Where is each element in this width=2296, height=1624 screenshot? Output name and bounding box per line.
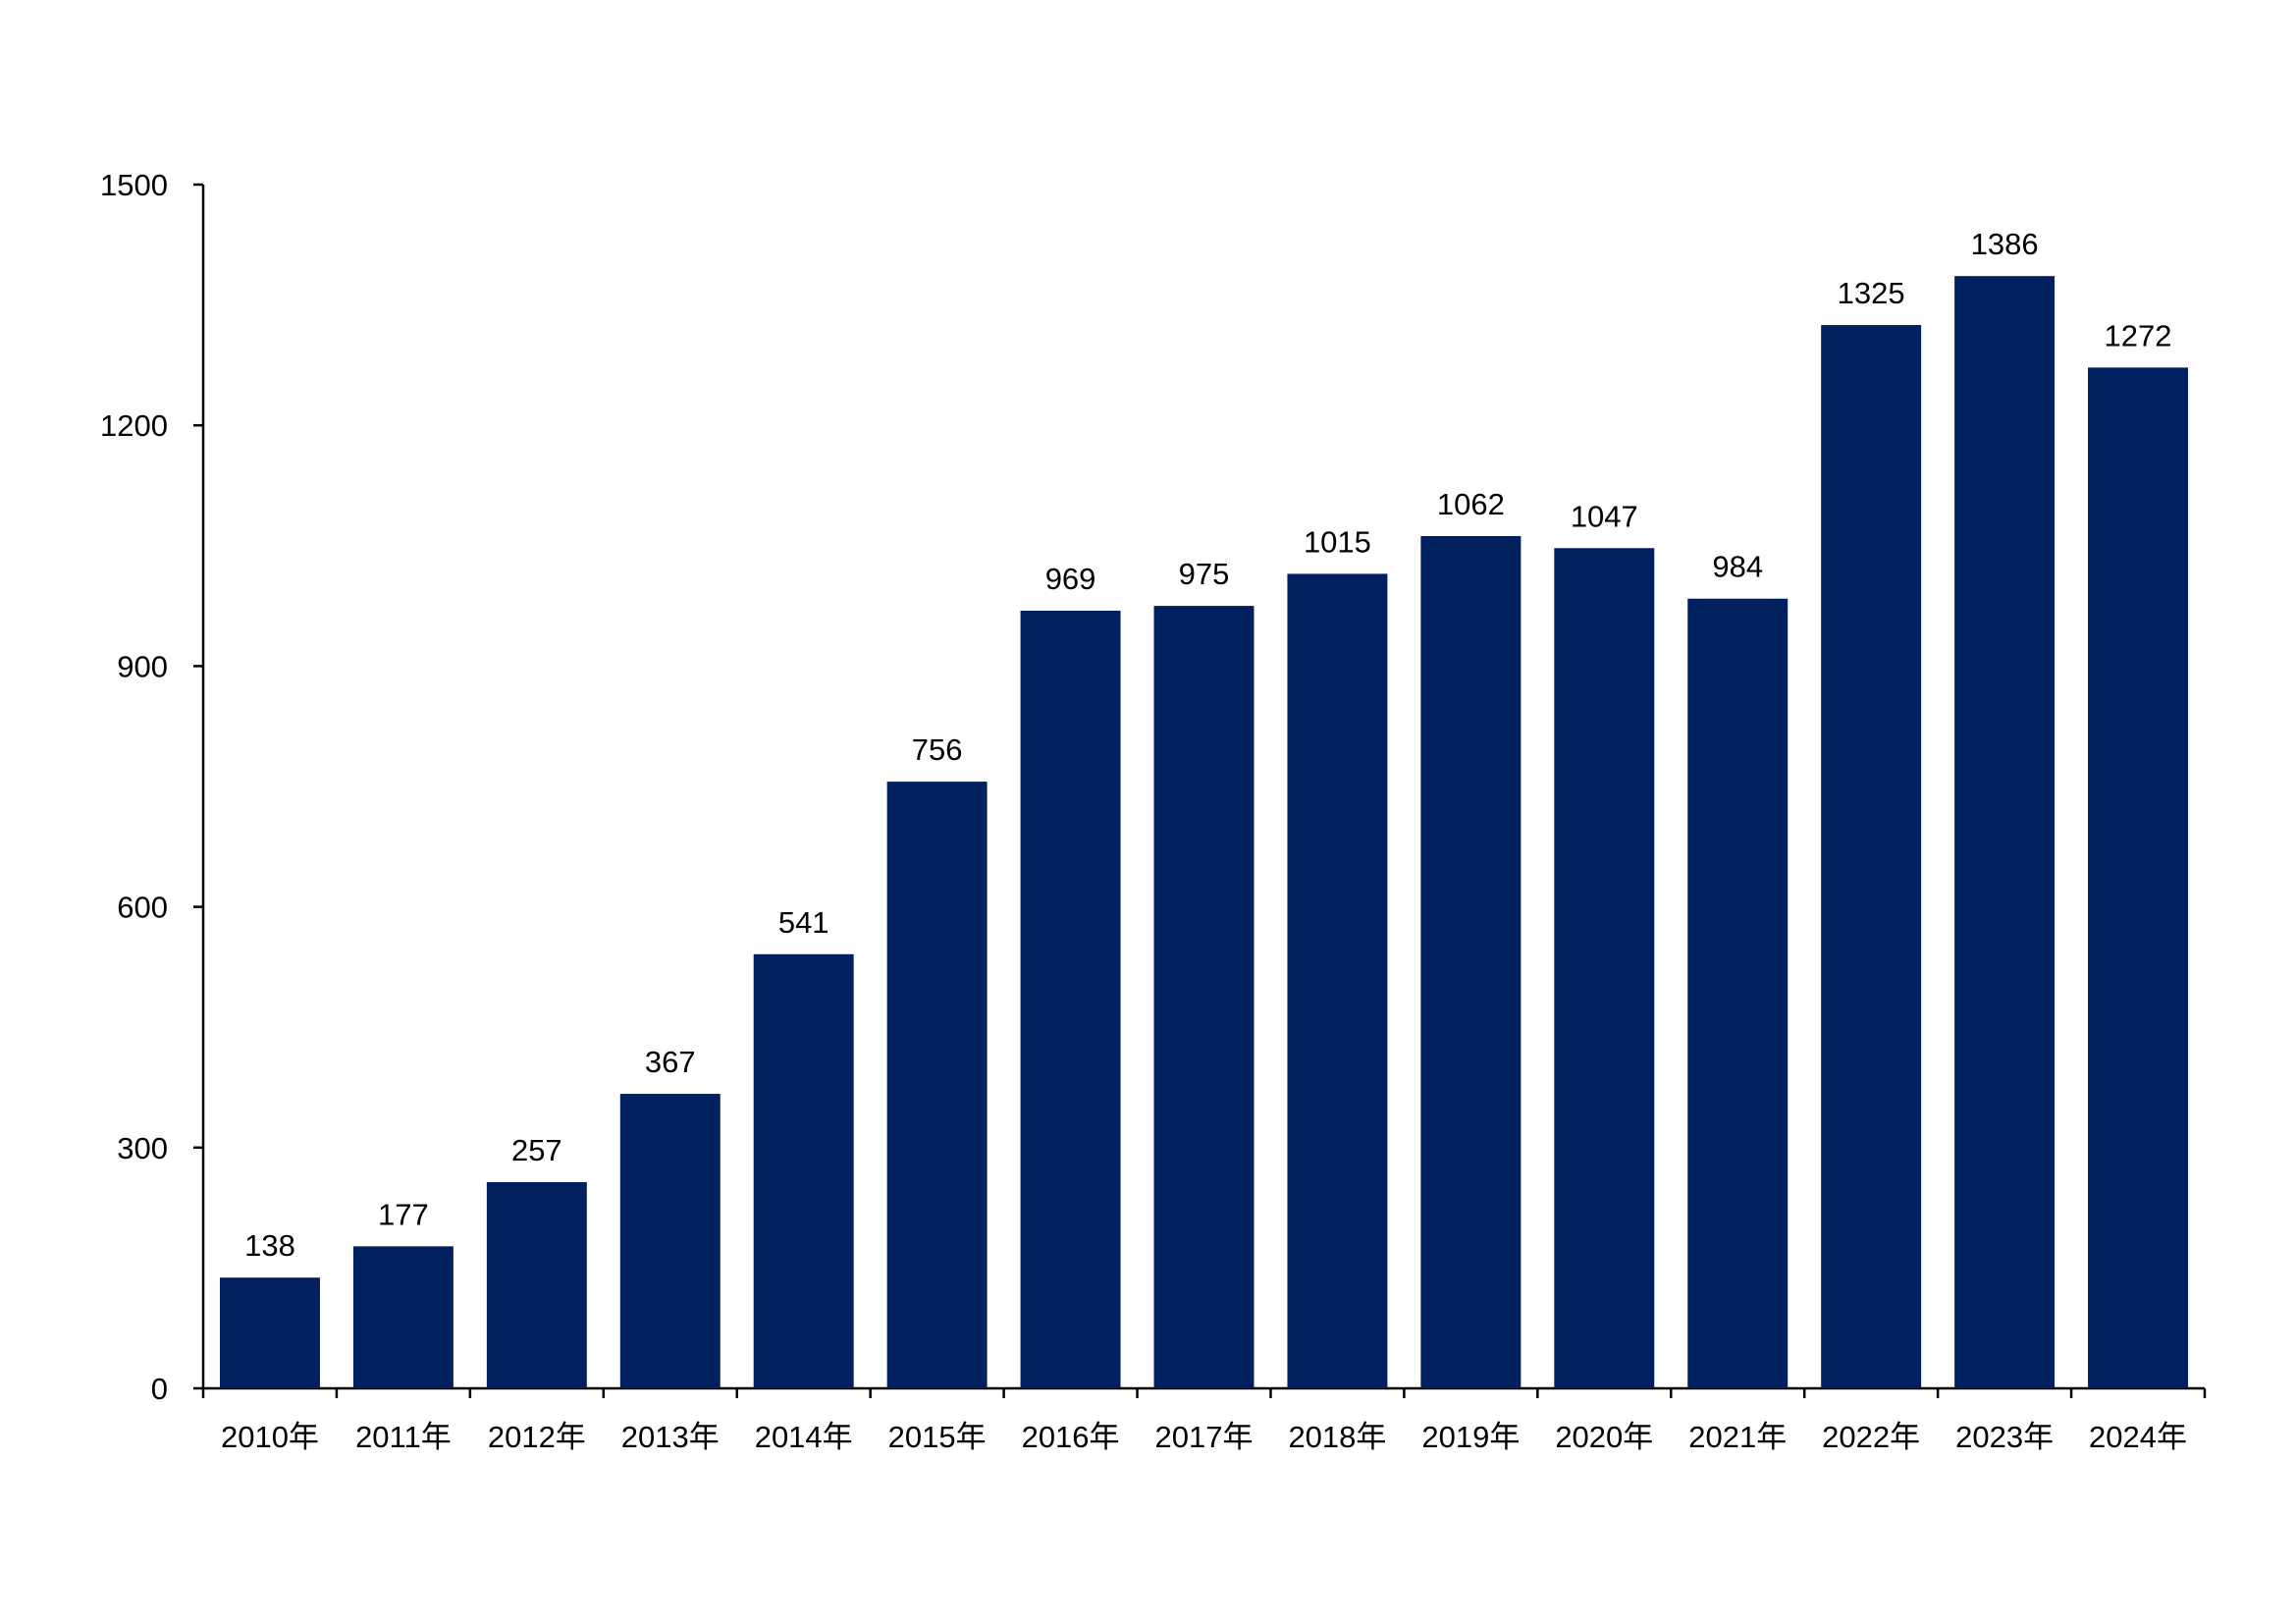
data-label: 1047 bbox=[1571, 499, 1638, 533]
bar bbox=[1821, 325, 1922, 1388]
x-tick-label: 2019年 bbox=[1421, 1420, 1520, 1454]
bar bbox=[1687, 598, 1789, 1388]
data-label: 1272 bbox=[2105, 318, 2172, 352]
data-label: 1386 bbox=[1971, 227, 2039, 261]
y-tick-label: 1500 bbox=[100, 168, 168, 202]
data-label: 1015 bbox=[1304, 524, 1371, 559]
x-tick-label: 2018年 bbox=[1288, 1420, 1386, 1454]
bar bbox=[886, 782, 988, 1388]
y-axis: 0 300 600 900 1200 1500 bbox=[100, 168, 205, 1406]
x-tick-label: 2017年 bbox=[1155, 1420, 1254, 1454]
x-tick-label: 2012年 bbox=[488, 1420, 586, 1454]
data-label: 367 bbox=[645, 1045, 696, 1079]
bar bbox=[352, 1246, 454, 1388]
x-axis: 2010年 2011年 2012年 2013年 2014年 2015年 2016年 2017年… bbox=[201, 1386, 2207, 1454]
data-label: 177 bbox=[378, 1197, 429, 1231]
x-tick-label: 2015年 bbox=[888, 1420, 987, 1454]
y-tick-label: 1200 bbox=[100, 408, 168, 443]
x-tick-label: 2020年 bbox=[1555, 1420, 1653, 1454]
data-label: 257 bbox=[511, 1133, 562, 1167]
data-label: 756 bbox=[912, 732, 963, 767]
bars bbox=[219, 276, 2189, 1388]
bar bbox=[1287, 573, 1388, 1388]
x-tick-label: 2023年 bbox=[1955, 1420, 2054, 1454]
bar bbox=[219, 1277, 320, 1388]
y-tick-label: 900 bbox=[117, 649, 168, 683]
data-label: 975 bbox=[1179, 557, 1230, 591]
bar bbox=[1420, 535, 1522, 1388]
data-label: 969 bbox=[1045, 562, 1096, 596]
x-tick-label: 2021年 bbox=[1688, 1420, 1787, 1454]
x-tick-label: 2013年 bbox=[621, 1420, 720, 1454]
x-tick-label: 2010年 bbox=[221, 1420, 319, 1454]
data-label: 1062 bbox=[1437, 487, 1505, 521]
x-tick-label: 2024年 bbox=[2089, 1420, 2187, 1454]
x-tick-label: 2016年 bbox=[1022, 1420, 1120, 1454]
data-labels: 138 177 257 367 541 756 969 975 1015 1062 1047 984 1… bbox=[244, 227, 2171, 1263]
bar bbox=[753, 953, 854, 1388]
bar bbox=[2088, 367, 2189, 1388]
data-label: 984 bbox=[1712, 550, 1763, 584]
y-tick-label: 0 bbox=[151, 1372, 168, 1406]
bar bbox=[1954, 276, 2056, 1388]
x-tick-label: 2014年 bbox=[755, 1420, 853, 1454]
bar bbox=[619, 1094, 721, 1388]
x-tick-label: 2011年 bbox=[355, 1420, 452, 1454]
y-tick-label: 300 bbox=[117, 1131, 168, 1165]
bar bbox=[486, 1181, 587, 1388]
x-tick-label: 2022年 bbox=[1822, 1420, 1920, 1454]
data-label: 541 bbox=[778, 905, 829, 940]
bar bbox=[1020, 611, 1121, 1388]
y-tick-label: 600 bbox=[117, 891, 168, 925]
data-label: 1325 bbox=[1838, 276, 1905, 310]
data-label: 138 bbox=[244, 1228, 295, 1263]
bar bbox=[1554, 548, 1655, 1388]
bar bbox=[1153, 606, 1255, 1388]
